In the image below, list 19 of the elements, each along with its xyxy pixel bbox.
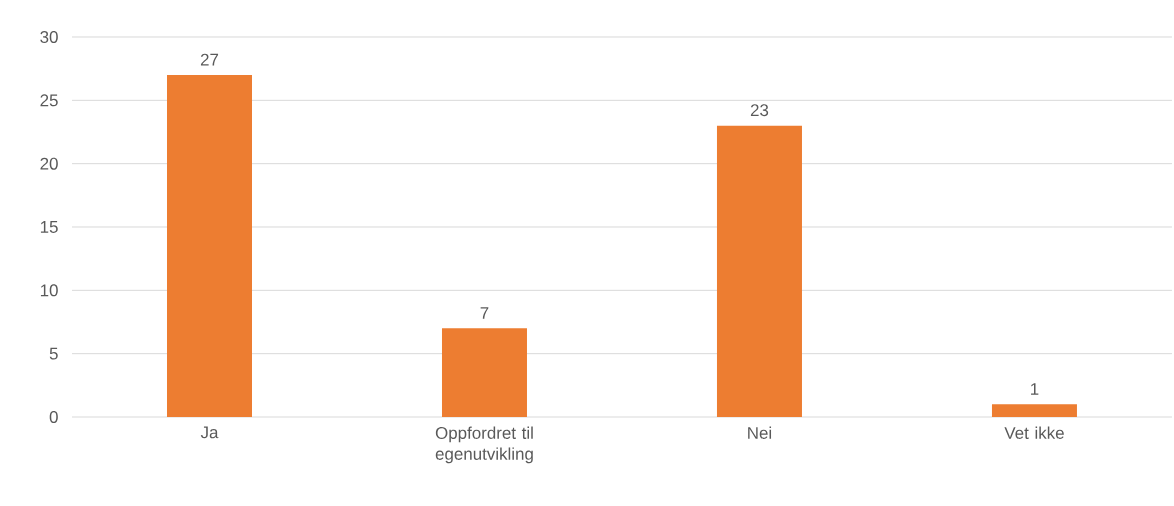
y-tick-label: 20 — [40, 157, 58, 170]
bar — [716, 125, 802, 417]
bar — [991, 404, 1077, 417]
data-label: 27 — [200, 53, 219, 66]
x-tick-label: Vet ikke — [1004, 426, 1064, 439]
y-tick-label: 15 — [40, 221, 58, 233]
data-label: 1 — [1031, 383, 1039, 395]
x-tick-label: Ja — [200, 426, 219, 439]
bar — [167, 75, 252, 417]
y-tick-label: 5 — [49, 347, 58, 360]
y-tick-label: 10 — [40, 284, 58, 297]
x-tick-label: Oppfordret til egenutvikling — [435, 426, 533, 464]
y-tick-label: 25 — [40, 94, 58, 107]
data-label: 7 — [480, 307, 489, 319]
y-tick-label: 0 — [49, 411, 58, 423]
bar — [441, 328, 527, 417]
y-tick-label: 30 — [40, 31, 58, 43]
x-tick-label: Nei — [748, 426, 772, 439]
data-label: 23 — [750, 104, 769, 117]
